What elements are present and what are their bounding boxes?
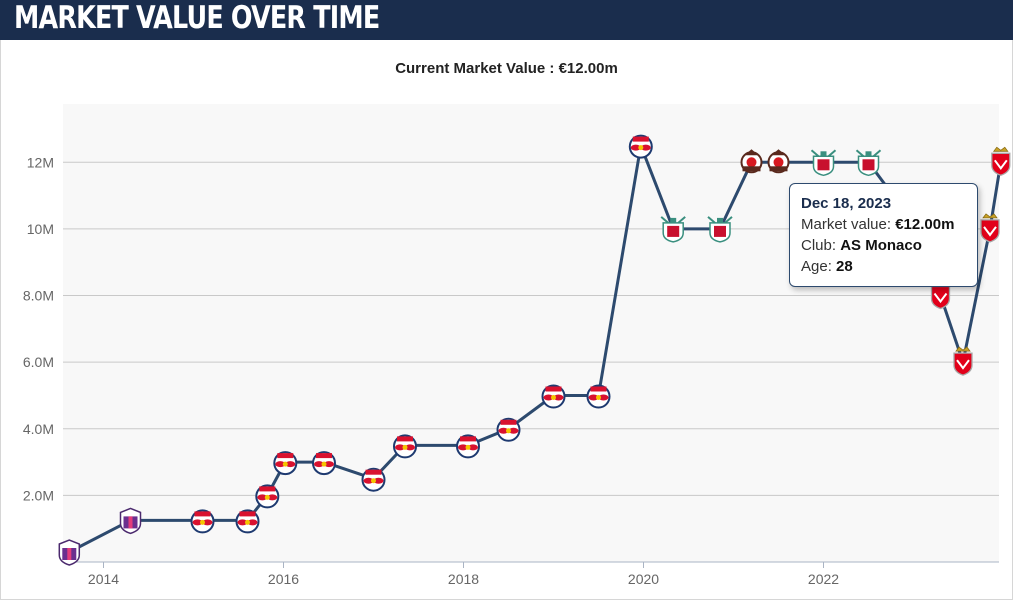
tooltip-age-value: 28 <box>836 258 853 275</box>
tooltip-market-value-amount: €12.00m <box>895 216 955 233</box>
y-tick-label: 4.0M <box>23 421 54 437</box>
liverpool-badge-icon[interactable] <box>810 149 837 177</box>
y-tick-label: 2.0M <box>23 487 54 503</box>
monaco-badge-icon[interactable] <box>991 146 1011 176</box>
x-tick-label: 2014 <box>88 571 119 587</box>
data-tooltip: Dec 18, 2023 Market value: €12.00m Club:… <box>789 183 978 287</box>
tooltip-club-name: AS Monaco <box>840 237 922 254</box>
y-tick-label: 10M <box>27 221 54 237</box>
x-tick-label: 2016 <box>268 571 299 587</box>
current-market-value: Current Market Value : €12.00m <box>395 60 618 77</box>
tooltip-age: Age: 28 <box>801 256 966 277</box>
monaco-badge-icon[interactable] <box>953 346 973 376</box>
salzburg-badge-icon[interactable] <box>541 384 566 409</box>
tooltip-club: Club: AS Monaco <box>801 235 966 256</box>
salzburg-badge-icon[interactable] <box>190 509 215 534</box>
liverpool-badge-icon[interactable] <box>707 216 733 243</box>
x-tick-label: 2020 <box>628 571 659 587</box>
tooltip-market-value: Market value: €12.00m <box>801 214 966 235</box>
liverpool-badge-icon[interactable] <box>855 149 882 177</box>
tooltip-market-value-label: Market value: <box>801 216 896 233</box>
salzburg-badge-icon[interactable] <box>628 134 653 159</box>
y-tick-label: 12M <box>27 154 54 170</box>
plot-area <box>63 104 999 562</box>
tooltip-club-label: Club: <box>801 237 841 254</box>
salzburg-badge-icon[interactable] <box>255 484 280 509</box>
x-tick-label: 2018 <box>448 571 479 587</box>
southampton-badge-icon[interactable] <box>740 149 763 174</box>
salzburg-badge-icon[interactable] <box>496 417 521 442</box>
salzburg-badge-icon[interactable] <box>393 434 417 459</box>
cerezo-badge-icon[interactable] <box>58 539 81 566</box>
x-tick-label: 2022 <box>808 571 839 587</box>
y-tick-label: 8.0M <box>23 288 54 304</box>
tooltip-date: Dec 18, 2023 <box>801 195 892 212</box>
salzburg-badge-icon[interactable] <box>456 434 480 459</box>
salzburg-badge-icon[interactable] <box>235 509 260 534</box>
salzburg-badge-icon[interactable] <box>361 467 386 492</box>
monaco-badge-icon[interactable] <box>980 213 1000 243</box>
salzburg-badge-icon[interactable] <box>586 384 611 409</box>
y-tick-label: 6.0M <box>23 354 54 370</box>
cerezo-badge-icon[interactable] <box>119 507 142 535</box>
liverpool-badge-icon[interactable] <box>660 216 686 243</box>
salzburg-badge-icon[interactable] <box>312 451 336 476</box>
panel-title: MARKET VALUE OVER TIME <box>14 0 380 36</box>
southampton-badge-icon[interactable] <box>767 149 790 174</box>
salzburg-badge-icon[interactable] <box>273 451 298 476</box>
tooltip-age-label: Age: <box>801 258 837 275</box>
panel-header: MARKET VALUE OVER TIME <box>0 0 1013 40</box>
